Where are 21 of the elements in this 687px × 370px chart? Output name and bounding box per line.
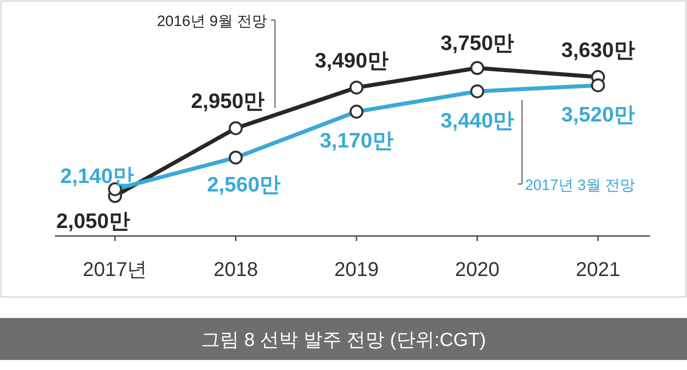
data-label: 2,050만: [56, 210, 130, 233]
data-label: 2,950만: [190, 90, 265, 114]
data-label: 2,560만: [206, 174, 281, 197]
point: [228, 121, 243, 136]
x-tick-label: 2020: [455, 259, 500, 281]
point: [350, 80, 364, 95]
data-label: 3,440만: [440, 109, 514, 132]
text: 2017년 3월 전망: [524, 177, 636, 194]
data-label: 3,520만: [561, 103, 635, 126]
data-label: 3,170만: [320, 130, 394, 153]
data-label: 3,750만: [440, 32, 514, 55]
x-tick-label: 2019: [334, 259, 379, 281]
caption: 그림 8 선박 발주 전망 (단위:CGT): [201, 330, 486, 351]
text: 2016년 9월 전망: [156, 13, 268, 30]
x-tick-label: 2018: [214, 259, 258, 281]
point: [470, 61, 484, 75]
x-tick-label: 2021: [576, 259, 620, 281]
data-label: 2,140만: [60, 165, 134, 188]
data-label: 3,630만: [561, 39, 635, 62]
x-tick-label: 2017년: [82, 259, 148, 281]
data-label: 3,490만: [314, 50, 388, 73]
